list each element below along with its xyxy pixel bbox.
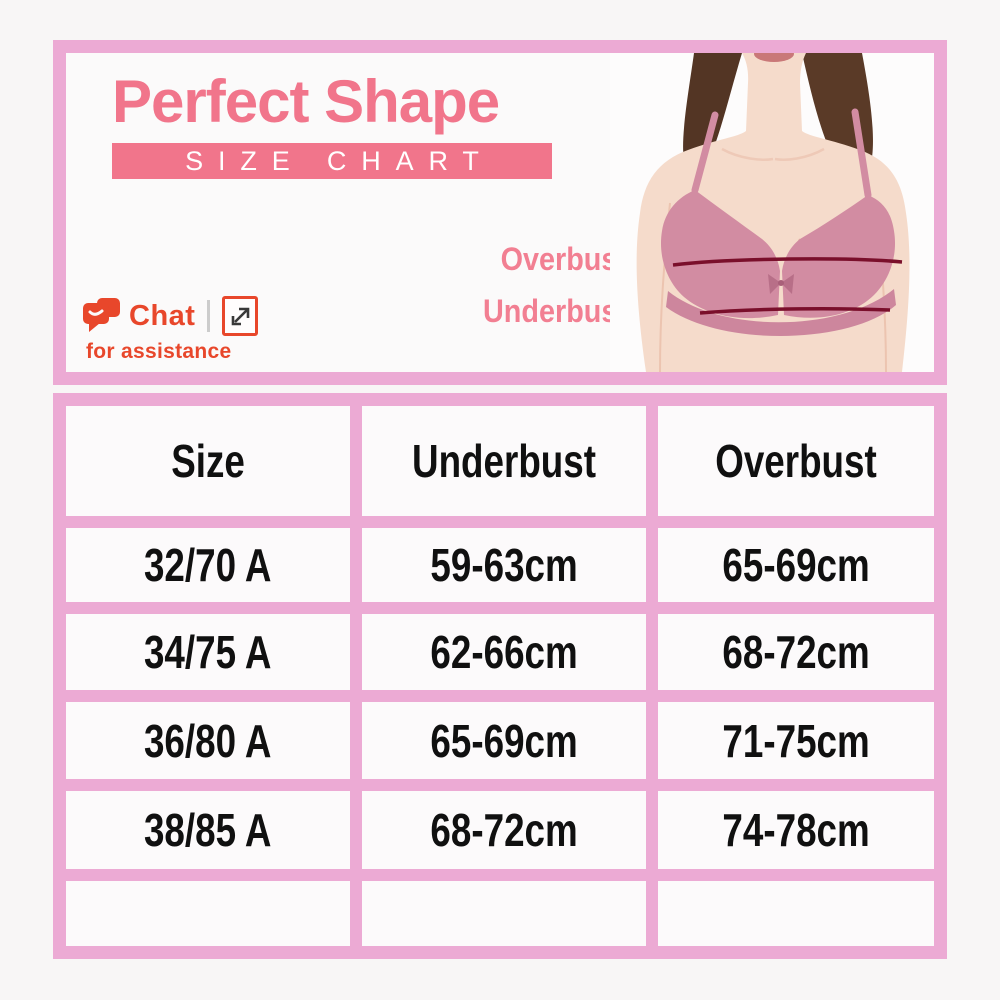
table-cell: 36/80 A — [66, 702, 350, 779]
empty-cell — [658, 881, 934, 946]
lips — [754, 53, 794, 62]
header-card-inner: Perfect Shape SIZE CHART Chat for assis — [66, 53, 934, 372]
header-card: Perfect Shape SIZE CHART Chat for assis — [53, 40, 947, 385]
table-cell: 68-72cm — [658, 614, 934, 690]
table-cell: 74-78cm — [658, 791, 934, 869]
table-cell: 32/70 A — [66, 528, 350, 602]
overbust-label: Overbust — [500, 241, 627, 277]
empty-cell — [66, 881, 350, 946]
table-cell: 34/75 A — [66, 614, 350, 690]
subtitle-bar: SIZE CHART — [112, 143, 552, 179]
chat-label: Chat — [129, 299, 196, 332]
table-cell: 68-72cm — [362, 791, 646, 869]
divider — [207, 300, 211, 332]
table-cell: 59-63cm — [362, 528, 646, 602]
table-cell: 65-69cm — [362, 702, 646, 779]
bra — [660, 108, 896, 337]
table-cell: 38/85 A — [66, 791, 350, 869]
subtitle-text: SIZE CHART — [185, 145, 494, 176]
underbust-line — [699, 307, 891, 315]
external-link-icon[interactable] — [222, 296, 259, 336]
table-cell: 71-75cm — [658, 702, 934, 779]
chat-bubble-icon — [83, 298, 120, 332]
chat-assist-text: for assistance — [86, 340, 232, 363]
size-table: Size Underbust Overbust 32/70 A 59-63cm … — [53, 393, 947, 959]
measure-labels: Overbust Underbust — [396, 233, 627, 337]
overbust-line — [672, 257, 903, 267]
table-cell: 65-69cm — [658, 528, 934, 602]
table-cell: 62-66cm — [362, 614, 646, 690]
arrow-up-right-icon — [232, 307, 250, 326]
model-photo-illustration — [610, 53, 934, 372]
header-cell-overbust: Overbust — [658, 406, 934, 516]
page-title: Perfect Shape — [112, 68, 500, 135]
header-cell-size: Size — [66, 406, 350, 516]
underbust-label: Underbust — [483, 293, 627, 329]
chat-badge[interactable]: Chat — [82, 293, 259, 339]
empty-cell — [362, 881, 646, 946]
header-cell-underbust: Underbust — [362, 406, 646, 516]
